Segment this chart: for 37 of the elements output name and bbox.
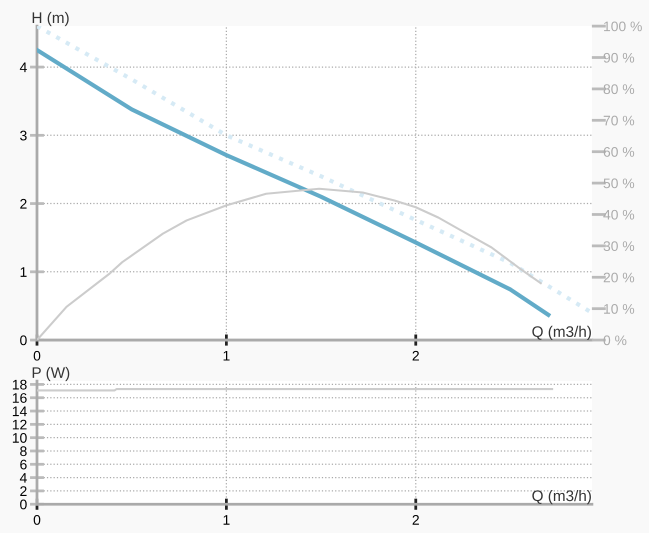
y2-tick-label: 50 % [604,178,634,188]
y2-tick-label: 20 % [604,272,634,282]
y2-tick-label: 60 % [604,147,634,157]
y2-tick-label: 10 % [604,304,634,314]
x-tick-label: 0 [34,515,40,525]
y-tick-label: 2 [20,198,27,209]
x-axis-title: Q (m3/h) [532,326,591,340]
y2-tick-label: 100 % [604,21,642,32]
y-tick-label: 8 [20,446,27,456]
y-tick-label: 4 [20,473,27,483]
y2-tick-label: 90 % [604,52,634,63]
y-tick-label: 10 [12,433,27,443]
y-axis-title: P (W) [32,366,70,382]
x-tick-label: 2 [412,515,419,525]
line-series [36,188,542,340]
y-tick-label: 2 [20,486,27,496]
y-tick-label: 0 [20,335,27,346]
y2-tick-label: 80 % [604,84,634,94]
y-tick-label: 14 [12,406,27,416]
y2-tick-label: 30 % [604,241,634,252]
y-tick-label: 1 [20,267,27,277]
y2-tick-label: 70 % [604,116,634,126]
x-axis-title: Q (m3/h) [532,490,591,504]
y2-tick-label: 0 % [604,335,626,346]
y-axis-title: H (m) [32,12,69,26]
y2-tick-label: 40 % [603,210,634,220]
y-tick-label: 6 [20,460,27,470]
y-tick-label: 18 [12,380,27,390]
x-tick-label: 1 [224,350,230,361]
y-tick-label: 0 [20,500,27,510]
y-tick-label: 16 [12,393,27,403]
y-tick-label: 12 [12,420,27,430]
y-tick-label: 3 [20,130,27,140]
y-tick-label: 4 [20,62,27,72]
x-tick-label: 0 [34,350,40,361]
x-tick-label: 2 [412,350,419,361]
x-tick-label: 1 [224,515,230,525]
